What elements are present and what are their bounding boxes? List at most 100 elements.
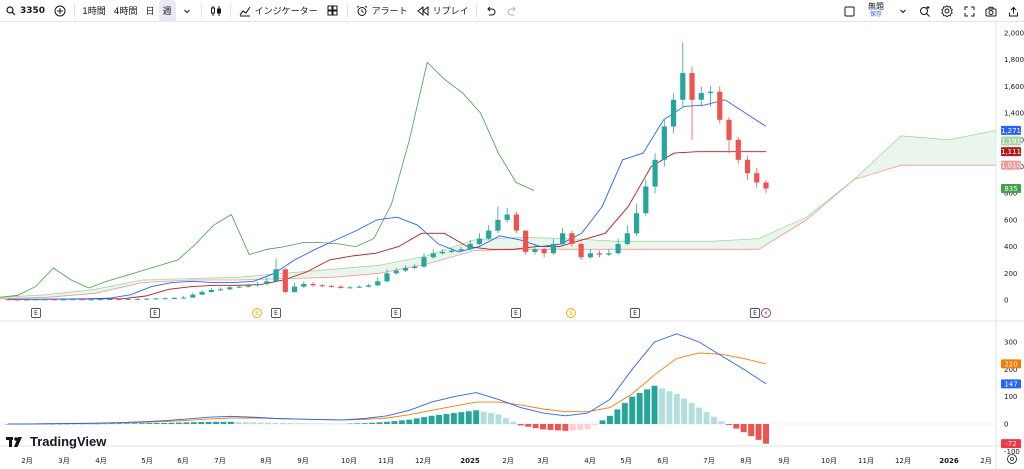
candle-body (402, 267, 409, 271)
replay-label: リプレイ (432, 7, 469, 17)
candle-body (162, 298, 168, 300)
macd-histogram-bar (302, 423, 309, 424)
senkou-span-a-line (0, 130, 997, 298)
undo-button[interactable] (480, 0, 502, 22)
price-pane[interactable]: E E S E E E S E E ⚡ (0, 42, 997, 318)
macd-signal-line (8, 352, 767, 425)
macd-histogram-bar (242, 422, 249, 424)
tenkan-sen-line (8, 99, 767, 300)
earnings-marker[interactable] (391, 308, 401, 318)
macd-histogram (5, 385, 769, 444)
interval-week[interactable]: 週 (158, 0, 176, 22)
save-layout-button[interactable]: 無題 保存 (860, 3, 892, 19)
save-dropdown[interactable] (892, 0, 914, 22)
candle-body (458, 249, 464, 251)
price-axis-tick: 0 (1004, 297, 1008, 305)
macd-histogram-bar (748, 424, 755, 437)
earnings-marker[interactable] (150, 308, 160, 318)
symbol-search[interactable]: 3350 (0, 0, 49, 22)
time-axis[interactable]: 2月 3月 4月 5月 6月 7月 8月 9月 10月 11月 12月 2025 2月 3月 4月 5月 6月 7… (21, 457, 991, 465)
redo-button[interactable] (502, 0, 524, 22)
time-axis-label: 4月 (584, 457, 595, 465)
interval-1h[interactable]: 1時間 (82, 7, 106, 17)
macd-histogram-bar (339, 423, 346, 425)
interval-dropdown[interactable] (176, 0, 198, 22)
candle-body (199, 291, 205, 295)
time-axis-label: 4月 (95, 457, 106, 465)
indicators-button[interactable]: インジケーター (234, 0, 322, 22)
settings-button[interactable] (936, 0, 958, 22)
macd-pane[interactable] (0, 333, 996, 444)
macd-histogram-bar (473, 410, 480, 424)
price-axis-tick: 1,600 (1004, 83, 1024, 91)
share-button[interactable] (1002, 0, 1024, 22)
macd-histogram-bar (458, 412, 465, 424)
earnings-marker[interactable] (750, 308, 760, 318)
toolbar-divider (229, 3, 231, 18)
interval-day[interactable]: 日 (145, 7, 155, 17)
interval-4h[interactable]: 4時間 (113, 7, 138, 17)
dividend-marker[interactable] (252, 308, 262, 318)
layouts-button[interactable] (322, 0, 344, 22)
earnings-marker[interactable] (31, 308, 41, 318)
candle-body (541, 249, 547, 254)
candle-body (338, 286, 344, 288)
event-marker-label: S (569, 310, 573, 317)
macd-histogram-bar (346, 423, 353, 425)
chart-type-button[interactable] (205, 0, 227, 22)
candle-body (597, 253, 603, 255)
macd-histogram-bar (502, 418, 509, 424)
dividend-marker[interactable] (566, 308, 576, 318)
macd-histogram-bar (740, 424, 747, 433)
candle-body (245, 285, 251, 287)
snapshot-button[interactable] (980, 0, 1002, 22)
candle-body (560, 233, 566, 244)
macd-line (8, 333, 767, 425)
time-axis-label: 7月 (214, 457, 225, 465)
candle-body (79, 299, 85, 301)
tradingview-logo[interactable]: TradingView (6, 434, 106, 449)
candle-body (153, 298, 159, 300)
macd-histogram-bar (287, 423, 294, 424)
candle-body (88, 299, 94, 301)
earnings-marker[interactable] (630, 308, 640, 318)
senkou-span-b-line (0, 164, 996, 300)
candle-body (587, 253, 593, 258)
macd-histogram-bar (168, 422, 175, 424)
candle-body (227, 287, 233, 290)
layout-toggle-button[interactable] (838, 0, 860, 22)
event-marker-label: S (255, 310, 259, 317)
axis-settings-button[interactable] (1007, 454, 1017, 464)
time-axis-label: 11月 (858, 457, 874, 465)
toolbar-divider (74, 3, 76, 18)
macd-histogram-bar (517, 424, 524, 426)
macd-histogram-bar (257, 422, 264, 424)
time-axis-label: 6月 (177, 457, 188, 465)
earnings-marker[interactable] (271, 308, 281, 318)
macd-histogram-bar (436, 414, 442, 424)
price-tag-label: 1,191 (1001, 138, 1021, 146)
macd-axis[interactable]: 300 200 100 0 -100 (1004, 339, 1020, 456)
macd-tag-label: 220 (1004, 360, 1017, 368)
chevron-down-icon (180, 4, 194, 18)
earnings-marker[interactable] (511, 308, 521, 318)
toolbar-divider (346, 3, 348, 18)
compare-button[interactable] (49, 0, 71, 22)
alert-button[interactable]: アラート (351, 0, 412, 22)
macd-histogram-bar (309, 423, 316, 424)
macd-histogram-bar (592, 424, 599, 425)
macd-histogram-bar (265, 422, 272, 424)
macd-histogram-bar (153, 422, 160, 424)
macd-histogram-bar (651, 385, 658, 424)
fullscreen-button[interactable] (958, 0, 980, 22)
time-axis-label: 6月 (657, 457, 668, 465)
news-marker[interactable] (761, 308, 771, 318)
candle-body (754, 173, 760, 183)
alert-label: アラート (371, 7, 408, 17)
replay-button[interactable]: リプレイ (412, 0, 473, 22)
candle-body (680, 73, 686, 100)
gear-icon (940, 4, 954, 18)
candle-body (218, 289, 224, 291)
quick-search-button[interactable] (914, 0, 936, 22)
